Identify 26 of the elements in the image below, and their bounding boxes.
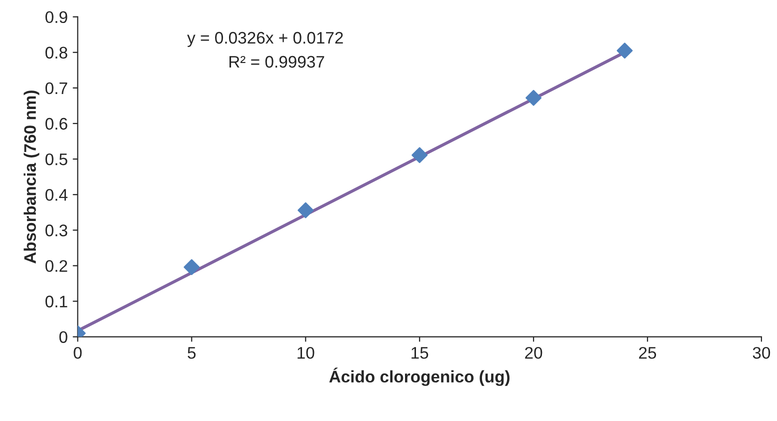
x-axis-title: Ácido clorogenico (ug) bbox=[329, 368, 510, 386]
x-tick-label: 20 bbox=[525, 346, 542, 359]
x-tick-label: 25 bbox=[639, 346, 656, 359]
y-tick-label: 0.6 bbox=[45, 118, 68, 130]
x-tick-label: 30 bbox=[752, 346, 770, 359]
point bbox=[412, 147, 428, 164]
y-tick-label: 0.5 bbox=[45, 153, 68, 166]
y-tick-label: 0.8 bbox=[45, 46, 68, 59]
annotation: R² = 0.99937 bbox=[229, 56, 324, 68]
y-tick-label: 0.3 bbox=[45, 224, 68, 236]
x-tick-label: 0 bbox=[74, 346, 82, 359]
y-tick-label: 0.4 bbox=[45, 188, 68, 201]
point bbox=[616, 42, 633, 59]
x-tick-label: 10 bbox=[298, 346, 314, 359]
point bbox=[298, 202, 314, 218]
y-tick-label: 0.9 bbox=[45, 11, 68, 24]
y-tick-label: 0.1 bbox=[45, 296, 68, 308]
y-axis-title: Absorbancia (760 nm) bbox=[24, 90, 40, 264]
point bbox=[184, 259, 200, 276]
point bbox=[526, 90, 542, 106]
y-tick-label: 0.7 bbox=[45, 82, 68, 94]
x-tick-label: 5 bbox=[188, 347, 196, 359]
annotation: y = 0.0326x + 0.0172 bbox=[187, 32, 343, 48]
y-tick-label: 0.2 bbox=[45, 260, 68, 272]
x-tick-label: 15 bbox=[412, 347, 428, 359]
y-tick-label: 0 bbox=[59, 331, 68, 344]
